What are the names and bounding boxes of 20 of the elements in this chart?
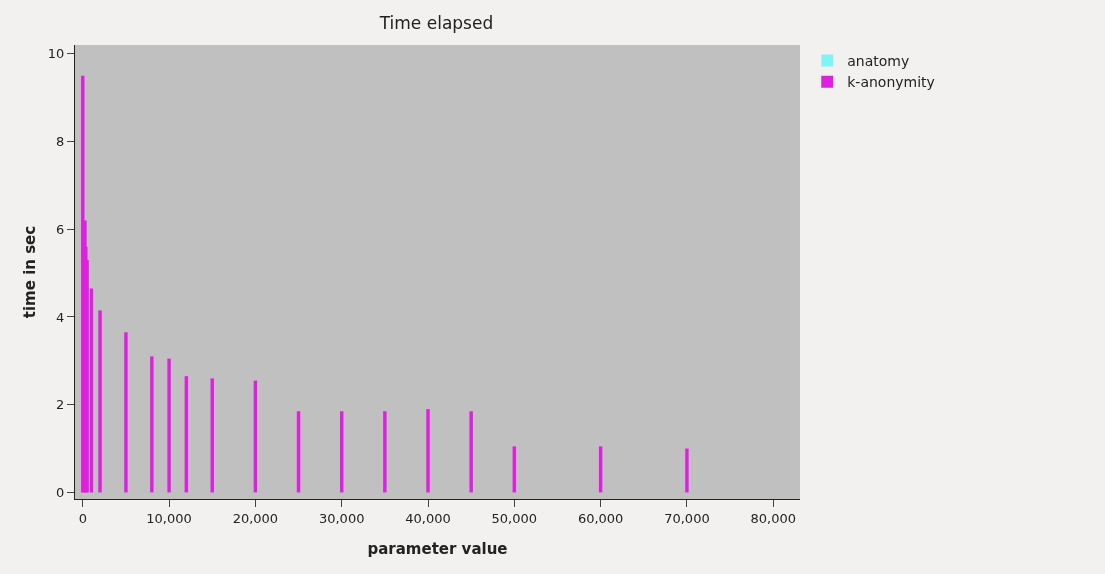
y-axis-title: time in sec xyxy=(21,225,39,319)
y-tick-label: 2 xyxy=(56,397,65,413)
x-tick-label: 20,000 xyxy=(232,510,279,526)
x-tick-label: 80,000 xyxy=(750,510,796,526)
x-tick-label: 50,000 xyxy=(491,510,538,526)
x-tick-label: 0 xyxy=(78,510,87,526)
x-tick-label: 10,000 xyxy=(146,510,192,526)
y-tick-label: 6 xyxy=(56,221,65,237)
y-tick-label: 10 xyxy=(47,46,65,62)
legend-label: k-anonymity xyxy=(847,74,935,91)
y-tick-label: 8 xyxy=(56,134,65,150)
y-tick-label: 0 xyxy=(56,484,65,500)
x-tick-label: 60,000 xyxy=(577,510,624,526)
x-tick-label: 30,000 xyxy=(318,510,365,526)
x-tick-label: 40,000 xyxy=(405,510,451,526)
x-tick-label: 70,000 xyxy=(664,510,710,526)
chart-title: Time elapsed xyxy=(378,13,494,34)
legend-label: anatomy xyxy=(847,53,910,70)
x-axis-title: parameter value xyxy=(367,540,508,558)
y-tick-label: 4 xyxy=(56,309,65,325)
